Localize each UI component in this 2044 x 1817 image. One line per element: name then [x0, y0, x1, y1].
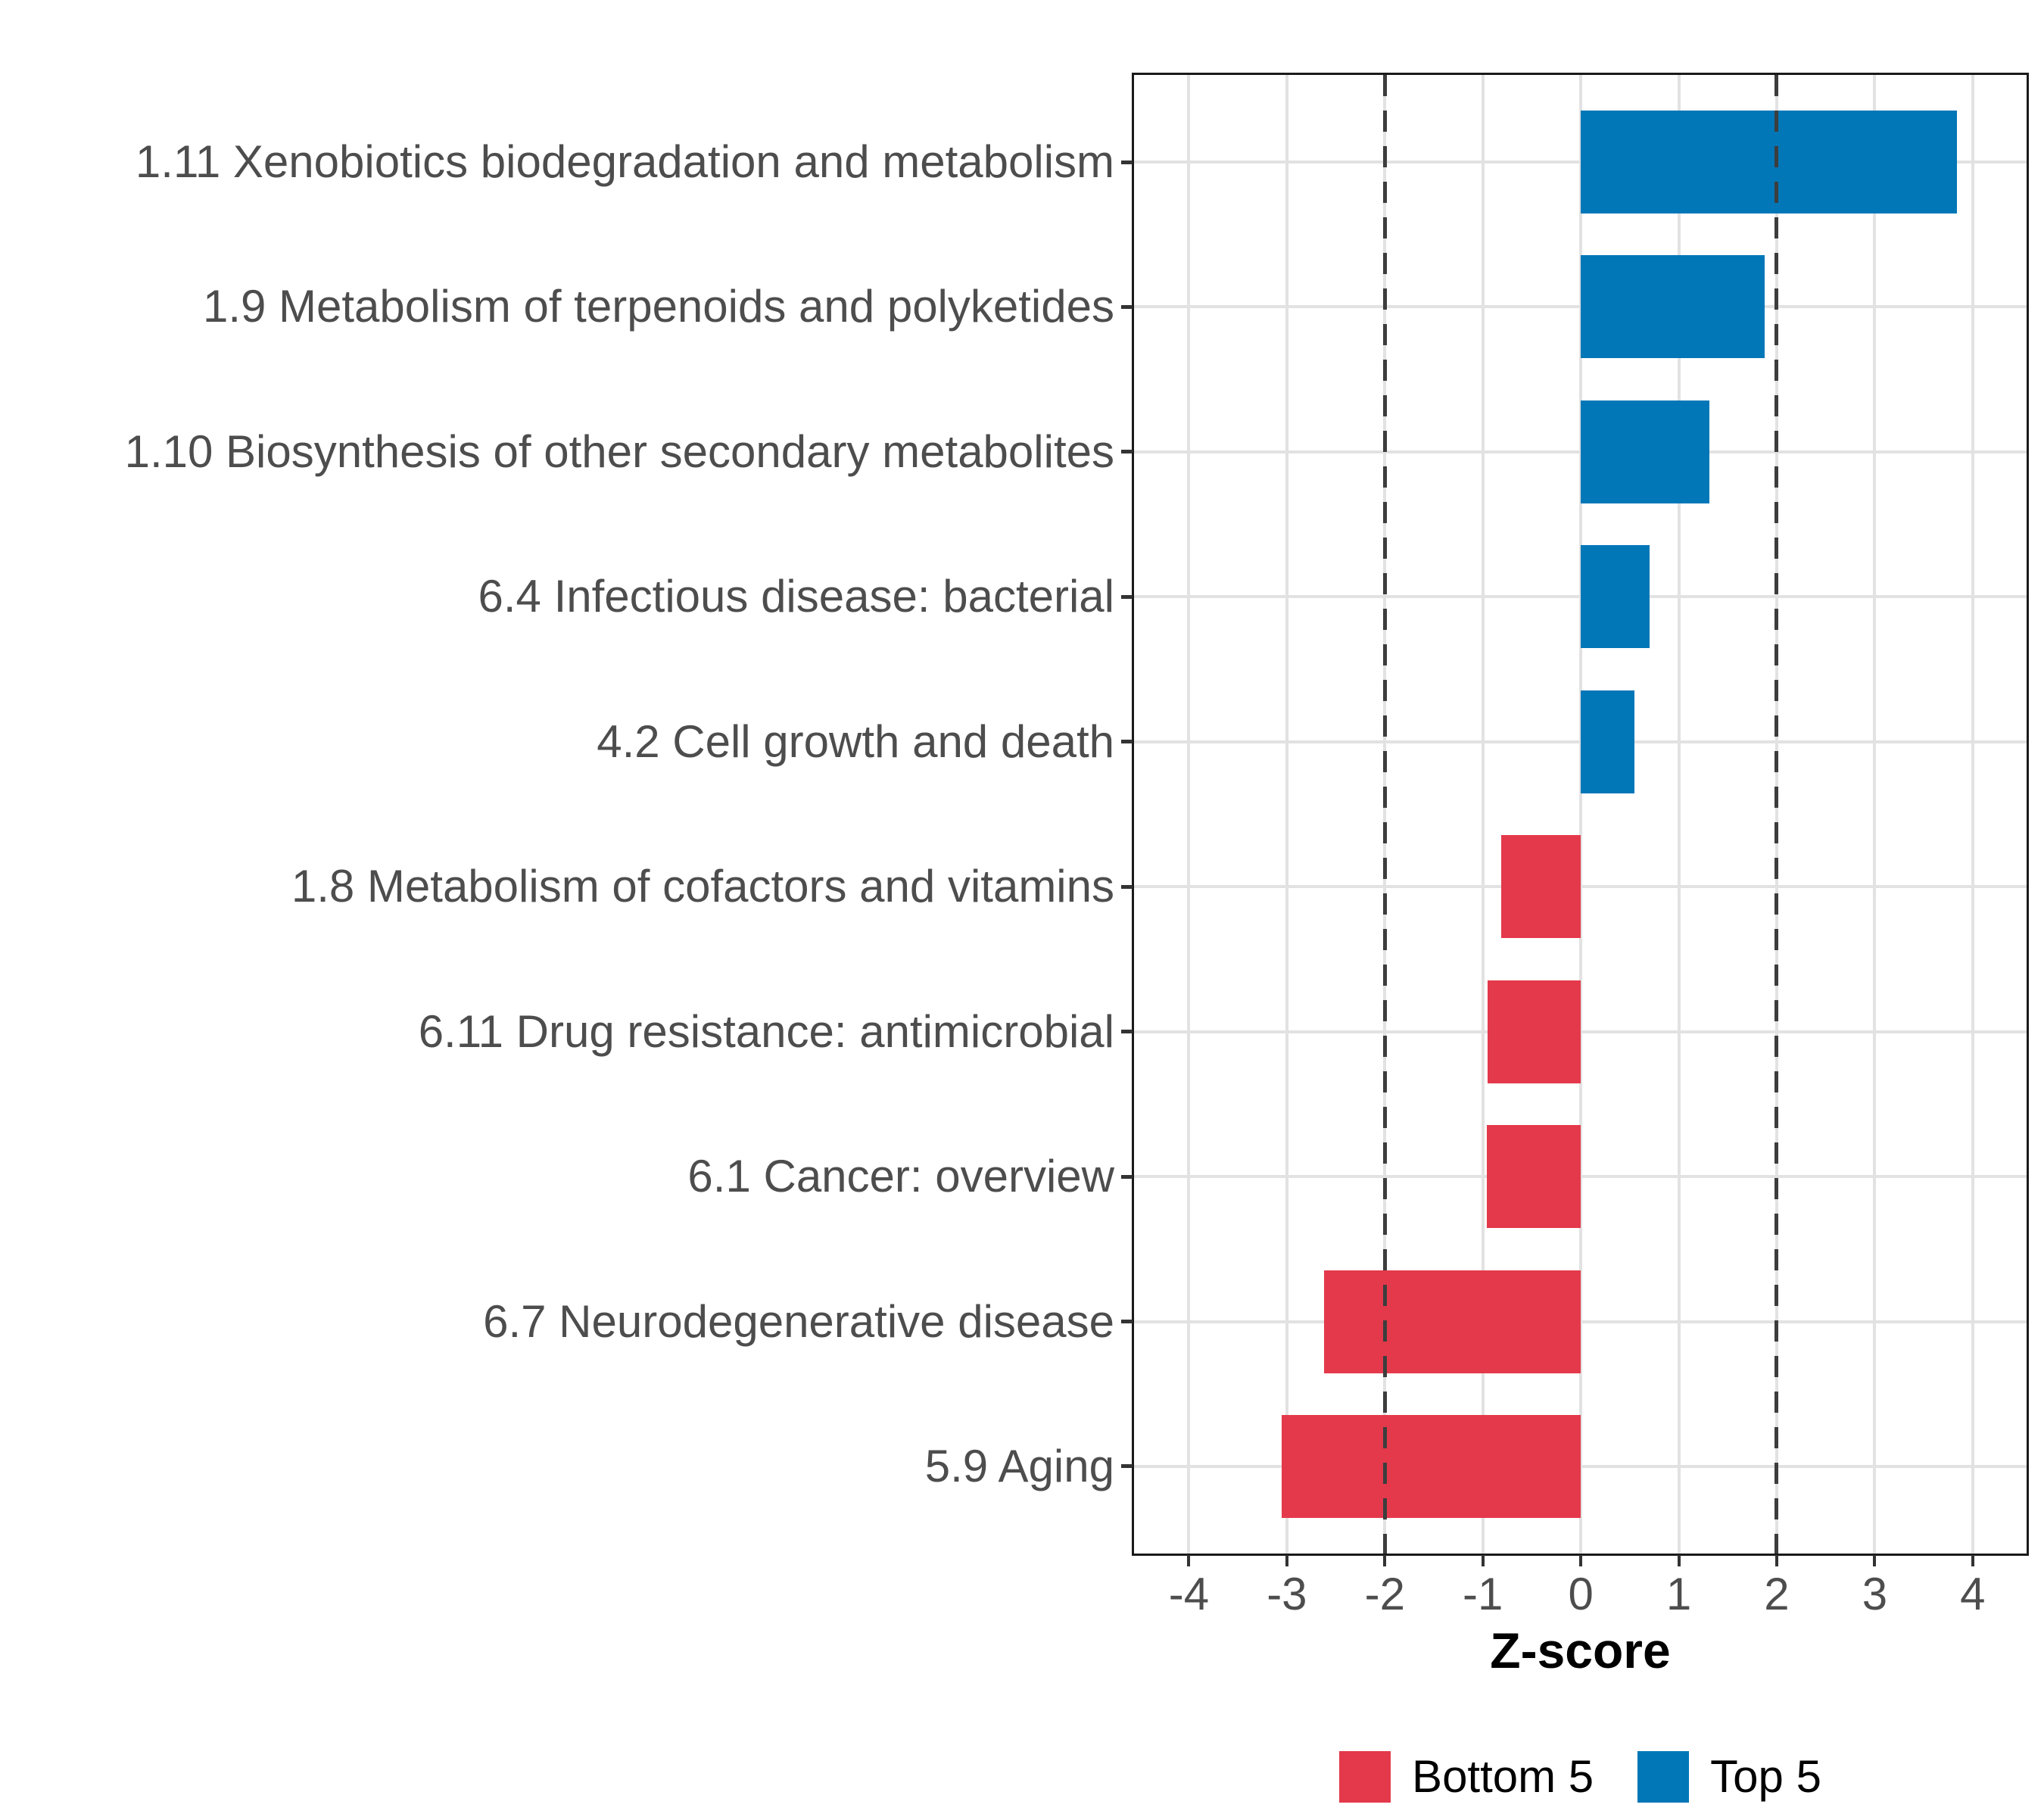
bar	[1324, 1270, 1581, 1373]
y-axis-tick-mark	[1121, 1030, 1133, 1034]
x-axis-tick-mark	[1481, 1555, 1485, 1566]
gridline-vertical	[1285, 75, 1288, 1554]
y-axis-tick-mark	[1121, 740, 1133, 744]
gridline-vertical	[1971, 75, 1974, 1554]
y-axis-tick-label: 1.11 Xenobiotics biodegradation and meta…	[135, 136, 1114, 187]
y-axis-tick-label: 6.7 Neurodegenerative disease	[483, 1295, 1114, 1347]
gridline-horizontal	[1134, 450, 2027, 453]
bar	[1581, 255, 1765, 359]
y-axis-tick-mark	[1121, 884, 1133, 889]
x-axis-tick-label: 3	[1862, 1569, 1888, 1619]
y-axis-tick-label: 1.10 Biosynthesis of other secondary met…	[124, 425, 1114, 477]
gridline-vertical	[1187, 75, 1191, 1554]
x-axis-tick-label: -2	[1364, 1569, 1405, 1619]
legend-label-bottom5: Bottom 5	[1412, 1751, 1594, 1802]
gridline-horizontal	[1134, 305, 2027, 309]
x-axis-tick-label: 2	[1764, 1569, 1790, 1619]
y-axis-tick-label: 6.11 Drug resistance: antimicrobial	[418, 1005, 1114, 1057]
x-axis-tick-mark	[1677, 1555, 1681, 1566]
y-axis-tick-mark	[1121, 160, 1133, 164]
y-axis-tick-mark	[1121, 594, 1133, 599]
legend-item-bottom5: Bottom 5	[1339, 1750, 1594, 1803]
bar	[1581, 400, 1709, 503]
y-axis-tick-mark	[1121, 304, 1133, 309]
y-axis-tick-mark	[1121, 450, 1133, 454]
bar	[1282, 1414, 1581, 1518]
gridline-horizontal	[1134, 595, 2027, 599]
y-axis-tick-mark	[1121, 1464, 1133, 1469]
y-axis-tick-label: 5.9 Aging	[924, 1440, 1114, 1491]
y-axis-tick-label: 1.8 Metabolism of cofactors and vitamins	[291, 861, 1114, 912]
y-axis-tick-mark	[1121, 1320, 1133, 1324]
y-axis-tick-label: 1.9 Metabolism of terpenoids and polyket…	[202, 281, 1114, 332]
reference-line	[1382, 75, 1387, 1554]
legend-label-top5: Top 5	[1710, 1751, 1821, 1802]
legend: Bottom 5 Top 5	[1134, 1750, 2027, 1803]
bar	[1581, 111, 1958, 213]
gridline-vertical	[1873, 75, 1877, 1554]
gridline-horizontal	[1134, 161, 2027, 164]
gridline-horizontal	[1134, 740, 2027, 743]
gridline-vertical	[1481, 75, 1485, 1554]
x-axis-tick-mark	[1285, 1555, 1288, 1566]
y-axis-tick-label: 4.2 Cell growth and death	[597, 715, 1114, 767]
x-axis-tick-mark	[1971, 1555, 1974, 1566]
x-axis-tick-mark	[1383, 1555, 1387, 1566]
y-axis-tick-label: 6.4 Infectious disease: bacterial	[478, 571, 1115, 622]
x-axis-tick-label: -4	[1168, 1569, 1210, 1619]
x-axis-tick-label: 0	[1568, 1569, 1594, 1619]
x-axis-tick-label: 1	[1665, 1569, 1692, 1619]
x-axis-tick-mark	[1774, 1555, 1778, 1566]
gridline-vertical	[1677, 75, 1681, 1554]
legend-swatch-bottom5-icon	[1339, 1750, 1391, 1803]
legend-item-top5: Top 5	[1637, 1750, 1821, 1803]
gridline-vertical	[1579, 75, 1583, 1554]
x-axis-tick-mark	[1187, 1555, 1191, 1566]
x-axis-tick-mark	[1873, 1555, 1877, 1566]
bar	[1488, 980, 1581, 1083]
x-axis-tick-label: -3	[1267, 1569, 1307, 1619]
bar	[1501, 835, 1581, 939]
y-axis-tick-mark	[1121, 1174, 1133, 1179]
x-axis-tick-label: 4	[1960, 1569, 1986, 1619]
bar	[1486, 1125, 1581, 1229]
reference-line	[1774, 75, 1779, 1554]
bar	[1581, 545, 1650, 649]
x-axis-tick-mark	[1579, 1555, 1583, 1566]
x-axis-tick-label: -1	[1463, 1569, 1503, 1619]
bar	[1581, 690, 1635, 793]
y-axis-tick-label: 6.1 Cancer: overview	[687, 1151, 1114, 1202]
x-axis-title: Z-score	[1490, 1622, 1671, 1678]
legend-swatch-top5-icon	[1637, 1750, 1690, 1803]
